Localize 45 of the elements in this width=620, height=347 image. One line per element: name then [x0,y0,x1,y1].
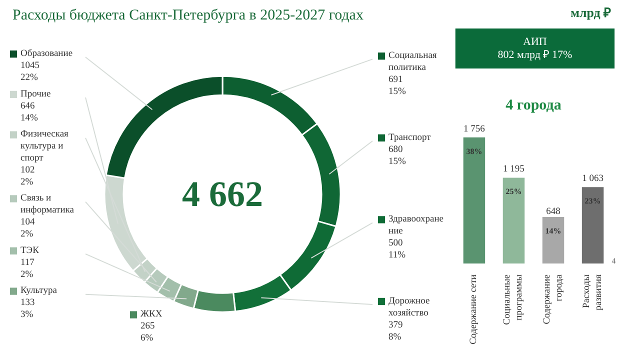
annotation: 4 [612,256,616,266]
annotation: 38% [466,146,482,156]
bar [463,137,486,264]
legend-label: ЖКХ [140,310,162,320]
data-label: 104 2% [20,218,35,240]
x-tick-label: Содержание города [542,274,564,324]
chart-title: Расходы бюджета Санкт-Петербурга в 2025-2027 годах [12,8,364,24]
legend-label: Транспорт [388,132,432,143]
data-label: 680 15% [388,144,406,167]
legend-label: Прочие [20,89,51,100]
legend-label: Образование [20,48,73,59]
legend-label: Культура [20,286,58,296]
data-label: 1 195 [503,164,525,175]
chart-title: 4 города [506,98,562,114]
x-tick-label: Социальные программы [502,274,525,325]
x-tick-label: Расходы развития [582,274,604,310]
data-label: 133 3% [20,298,35,320]
bar [502,178,525,264]
x-tick-label: Содержание сети [469,274,480,344]
data-label: 265 6% [140,322,155,344]
legend-label: Здравоохранение [388,214,444,237]
legend-label: ТЭК [20,246,40,256]
legend-label: Физическая культура и спорт [20,130,70,164]
data-label: 1 756 [464,124,486,134]
text: 4 662 [182,174,263,214]
annotation: 25% [506,187,522,196]
text: АИП [523,36,547,48]
text: 802 млрд ₽ 17% [498,49,572,61]
text: млрд ₽ [570,5,612,20]
legend-label: Социальная политика [388,50,438,73]
annotation: 14% [545,226,562,236]
legend-label: Связь и информатика [20,194,75,216]
bar [582,187,604,264]
data-label: 379 8% [388,320,403,342]
annotation: 23% [584,196,601,206]
data-label: 1 063 [582,174,604,184]
data-label: 1045 22% [20,60,40,83]
data-label: 500 11% [388,238,406,261]
data-label: 648 [546,206,561,217]
bar [542,216,564,264]
data-label: 646 14% [20,101,38,124]
data-label: 102 2% [20,166,35,188]
legend-label: Дорожное хозяйство [388,296,430,318]
data-label: 117 2% [20,258,35,280]
data-label: 691 15% [388,74,406,97]
